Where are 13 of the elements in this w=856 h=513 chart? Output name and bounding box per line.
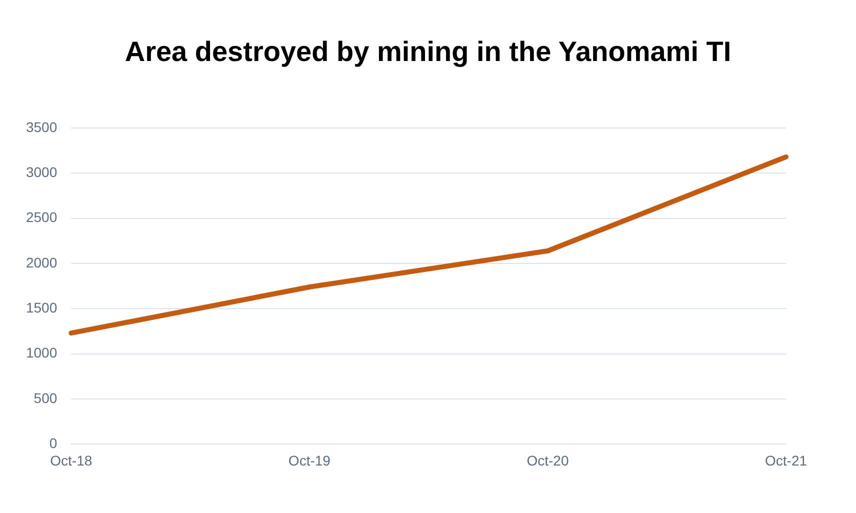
y-tick-label: 2000 — [26, 254, 58, 270]
x-tick-label: Oct-20 — [526, 452, 569, 468]
chart-title: Area destroyed by mining in the Yanomami TI — [124, 36, 732, 68]
x-tick-label: Oct-19 — [288, 452, 331, 468]
x-tick-label: Oct-21 — [764, 452, 808, 468]
y-tick-label: 1500 — [26, 300, 58, 316]
y-tick-label: 1000 — [26, 344, 58, 361]
y-tick-label: 3500 — [26, 118, 58, 135]
x-tick-label: Oct-18 — [50, 452, 92, 468]
y-tick-label: 2500 — [26, 209, 58, 226]
y-tick-label: 3000 — [26, 164, 58, 180]
y-tick-label: 0 — [49, 435, 58, 452]
y-tick-label: 500 — [34, 390, 58, 406]
